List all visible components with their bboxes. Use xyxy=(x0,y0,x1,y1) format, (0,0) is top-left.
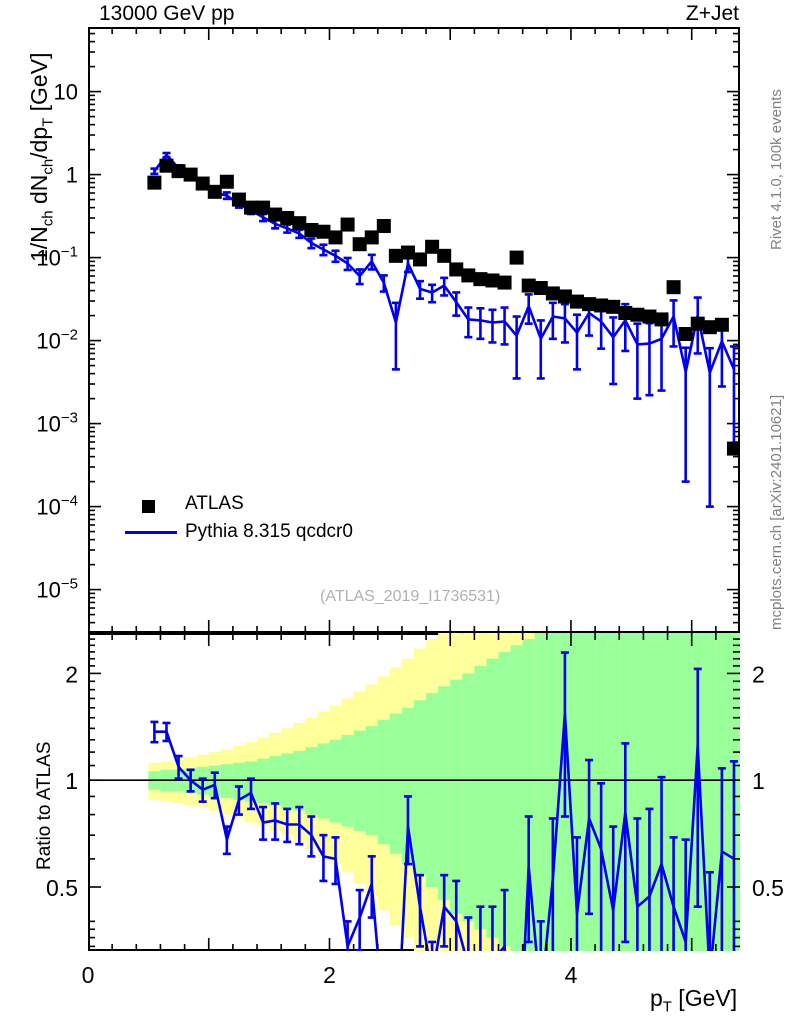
svg-text:1: 1 xyxy=(65,768,78,794)
ratio-yaxis-label: Ratio to ATLAS xyxy=(34,741,55,871)
svg-text:10−4: 10−4 xyxy=(36,493,78,520)
mcplots-reference-label: mcplots.cern.ch [arXiv:2401.10621] xyxy=(768,394,785,630)
ratio-plot-panel[interactable] xyxy=(88,633,740,951)
xaxis-label-a: p xyxy=(650,985,663,1011)
rivet-version-label: Rivet 4.1.0, 100k events xyxy=(768,89,785,250)
analysis-id-watermark: (ATLAS_2019_I1736531) xyxy=(320,588,501,605)
svg-text:2: 2 xyxy=(752,661,765,687)
svg-text:10−5: 10−5 xyxy=(36,576,78,603)
yaxis-label-sub1: ch xyxy=(39,210,57,227)
svg-text:1: 1 xyxy=(66,163,78,188)
svg-text:10−2: 10−2 xyxy=(36,327,78,354)
legend-marker-pythia xyxy=(125,531,177,534)
yaxis-label-b: dN xyxy=(26,174,52,211)
yaxis-label: 1/Nch dNch/dpT [GeV] xyxy=(26,53,57,262)
xaxis-label-b: [GeV] xyxy=(671,985,738,1011)
header-right: Z+Jet xyxy=(685,2,739,25)
legend-label-pythia: Pythia 8.315 qcdcr0 xyxy=(185,521,353,542)
legend-label-atlas: ATLAS xyxy=(185,493,244,514)
xaxis-label: pT [GeV] xyxy=(650,985,737,1016)
yaxis-label-c: /dp xyxy=(26,126,52,159)
svg-text:0.5: 0.5 xyxy=(46,875,78,901)
svg-text:0.5: 0.5 xyxy=(752,875,784,901)
svg-text:1: 1 xyxy=(752,768,765,794)
yaxis-label-a: 1/N xyxy=(26,226,52,262)
svg-text:2: 2 xyxy=(323,962,336,988)
yaxis-label-sub2: ch xyxy=(39,158,57,175)
xaxis-label-sub: T xyxy=(662,998,672,1016)
svg-text:2: 2 xyxy=(65,661,78,687)
header-left: 13000 GeV pp xyxy=(99,2,235,25)
yaxis-label-sub3: T xyxy=(39,117,57,127)
legend-marker-atlas xyxy=(142,500,155,513)
svg-text:10−3: 10−3 xyxy=(36,410,78,437)
svg-text:0: 0 xyxy=(82,962,95,988)
svg-text:10: 10 xyxy=(54,80,78,105)
svg-text:4: 4 xyxy=(565,962,578,988)
yaxis-label-d: [GeV] xyxy=(26,52,52,118)
